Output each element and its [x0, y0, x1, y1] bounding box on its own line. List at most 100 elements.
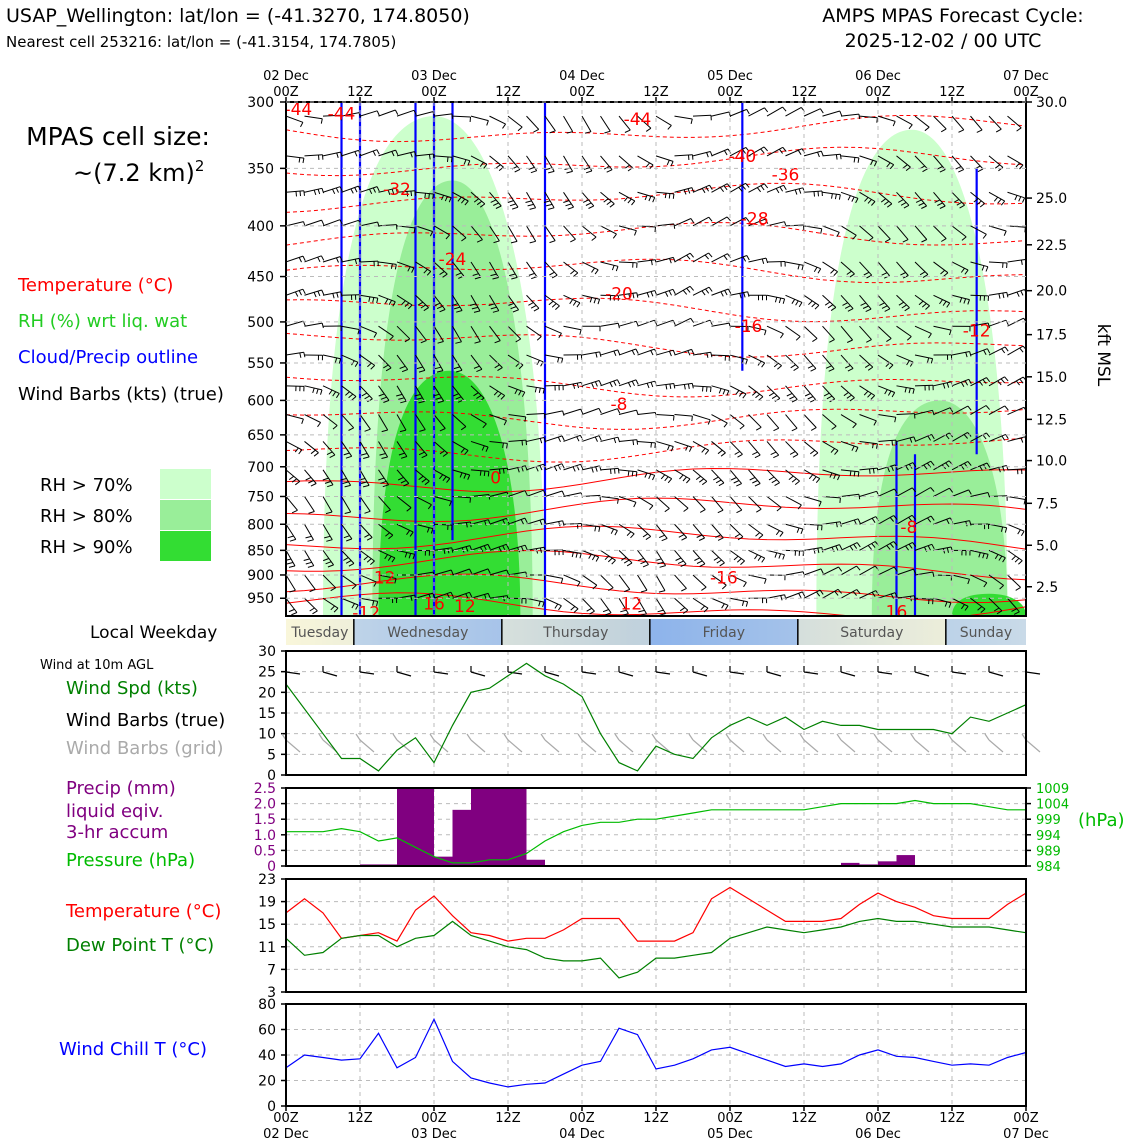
temperature-contour-label: 0: [490, 469, 501, 489]
wind-barb: [286, 574, 296, 591]
pressure-tick-label: 994: [1036, 829, 1061, 844]
wind-barb-feather: [949, 487, 954, 493]
wind-barb: [951, 460, 969, 471]
kft-tick-label: 22.5: [1036, 238, 1067, 254]
wind-barb-feather: [294, 291, 299, 297]
wind-barb-feather: [345, 391, 350, 396]
wind-barb: [433, 591, 452, 599]
temperature-contour: [286, 549, 1026, 581]
wind-barb-feather: [683, 384, 686, 390]
wind-barb-feather: [594, 526, 597, 532]
panel-ytick-label: 2.5: [254, 781, 276, 797]
wind-barb-feather: [317, 422, 322, 428]
wind-barb-feather: [921, 239, 928, 243]
wind-barb: [470, 469, 489, 472]
wind-barb-feather: [870, 160, 874, 166]
wind-barb-feather: [576, 581, 581, 587]
surface-barb-grid: [877, 739, 893, 753]
wind-barb-feather: [682, 476, 687, 482]
wind-barb-feather: [367, 362, 372, 368]
wind-barb-feather: [404, 552, 408, 558]
temperature-contour: [286, 182, 1026, 213]
wind-barb-feather: [1005, 319, 1009, 326]
wind-barb: [914, 433, 932, 442]
wind-barb-feather: [836, 232, 840, 238]
wind-barb-feather: [634, 230, 637, 236]
wind-barb-feather: [680, 563, 687, 568]
wind-barb-feather: [390, 263, 393, 269]
wind-barb-feather: [640, 589, 648, 593]
wind-barb-feather: [739, 425, 745, 430]
wind-barb-feather: [381, 429, 388, 433]
wind-barb: [822, 385, 836, 400]
wind-barb: [507, 294, 520, 311]
wind-barb-feather: [717, 509, 724, 514]
wind-barb-feather: [287, 535, 294, 539]
wind-barb-feather: [807, 365, 814, 369]
wind-barb-feather: [1001, 435, 1006, 441]
wind-barb: [896, 568, 914, 576]
wind-barb-feather: [387, 555, 392, 561]
wind-barb: [729, 414, 745, 426]
wind-barb: [637, 191, 655, 198]
wind-barb: [600, 349, 618, 356]
wind-barb: [433, 547, 452, 551]
wind-barb: [970, 574, 988, 584]
wind-barb-feather: [858, 114, 861, 120]
wind-barb-feather: [286, 558, 292, 561]
wind-barb: [970, 348, 988, 356]
wind-barb: [581, 597, 595, 612]
wind-barb-feather: [562, 520, 565, 526]
wind-barb-feather: [681, 537, 687, 541]
wind-barb: [840, 493, 859, 497]
wind-barb: [452, 469, 470, 476]
wind-barb: [1007, 259, 1026, 263]
wind-barb: [581, 465, 600, 471]
panel-ytick-label: 40: [258, 1048, 276, 1064]
wind-barb: [951, 261, 969, 271]
wind-barb: [637, 290, 656, 296]
wind-barb-feather: [690, 218, 695, 224]
wind-barb: [914, 354, 933, 360]
wind-barb-feather: [343, 557, 349, 561]
wind-barb-feather: [428, 154, 431, 160]
wind-barb: [766, 221, 785, 227]
wind-barb-feather: [394, 264, 397, 270]
wind-barb: [526, 385, 545, 390]
wind-barb-feather: [576, 436, 580, 442]
wind-barb-feather: [846, 339, 853, 343]
wind-barb-feather: [401, 300, 406, 305]
wind-barb-feather: [818, 501, 822, 507]
wind-barb-feather: [856, 565, 861, 571]
wind-barb: [914, 115, 930, 128]
wind-barb-feather: [589, 297, 593, 303]
wind-barb-feather: [1029, 557, 1034, 560]
wind-barb: [896, 155, 911, 168]
wind-barb-feather: [548, 170, 555, 174]
wind-barb: [341, 550, 355, 564]
wind-barb-feather: [451, 113, 454, 119]
wind-barb: [341, 414, 355, 429]
wind-barb-feather: [994, 554, 999, 560]
wind-barb: [489, 354, 503, 368]
wind-barb-feather: [370, 560, 375, 565]
wind-barb-feather: [717, 537, 724, 541]
wind-barb-feather: [451, 157, 453, 163]
wind-barb: [341, 354, 359, 363]
wind-barb: [859, 261, 873, 276]
bottom-tick-label: 00Z: [421, 1111, 447, 1126]
wind-barb-feather: [334, 357, 338, 363]
wind-barb: [711, 183, 728, 193]
wind-barb-feather: [455, 396, 462, 400]
wind-barb-feather: [851, 196, 855, 202]
wind-barb-feather: [324, 535, 331, 539]
wind-barb-feather: [704, 254, 709, 260]
wind-barb-feather: [737, 453, 743, 458]
wind-barb-feather: [855, 198, 859, 204]
wind-barb-feather: [701, 586, 707, 591]
wind-barb-feather: [426, 527, 430, 533]
temperature-contour: [286, 592, 1026, 616]
wind-barb-feather: [538, 601, 541, 607]
wind-barb-feather: [325, 561, 332, 565]
wind-barb: [600, 261, 619, 267]
